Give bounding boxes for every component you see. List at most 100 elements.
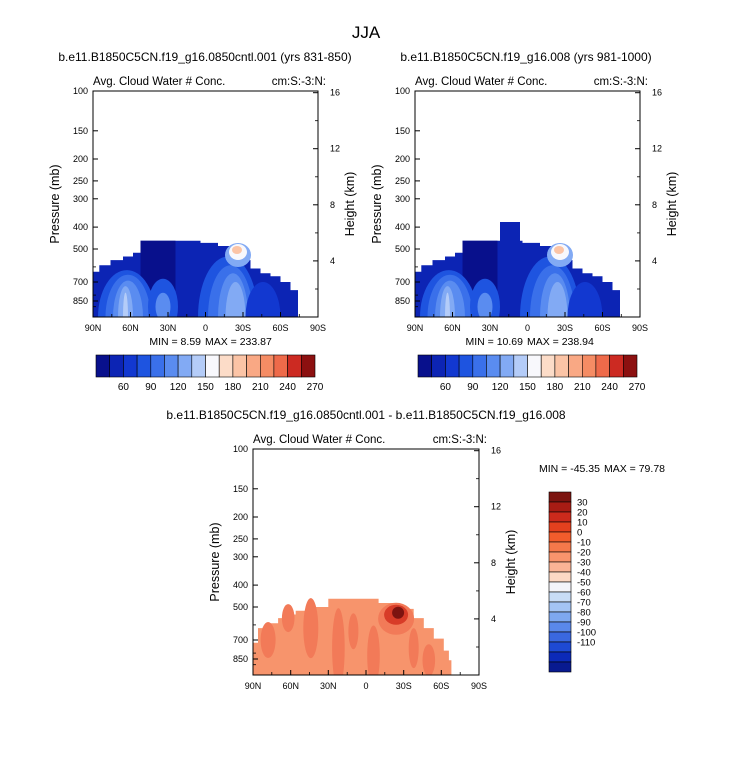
panel-subtitle-right: cm:S:-3:N:	[433, 434, 487, 446]
colorbar-label-4: 180	[225, 382, 242, 393]
y-tick-label-4: 300	[73, 194, 88, 204]
y-tick-label-7: 700	[233, 635, 248, 645]
y-tick-label-5: 400	[233, 580, 248, 590]
y-tick-label-3: 250	[233, 534, 248, 544]
x-tick-label-4: 30S	[396, 681, 412, 691]
colorbar-label-4: 180	[547, 382, 564, 393]
y-axis-title: Pressure (mb)	[208, 522, 222, 601]
contour-max-inner	[554, 246, 564, 254]
colorbar-box-12	[548, 611, 572, 623]
colorbar-label-5: 210	[574, 382, 591, 393]
colorbar-box-7	[191, 354, 206, 378]
y-tick-label-7: 700	[73, 277, 88, 287]
colorbar-label-1: 20	[577, 508, 588, 519]
x-tick-label-2: 30N	[482, 323, 499, 333]
colorbar-box-8	[527, 354, 542, 378]
colorbar-box-10	[232, 354, 247, 378]
colorbar-box-14	[287, 354, 302, 378]
panel-title: b.e11.B1850C5CN.f19_g16.008 (yrs 981-100…	[400, 50, 651, 64]
contour-patch-0	[260, 622, 276, 658]
colorbar-label-12: -90	[577, 618, 591, 629]
colorbar-box-9	[218, 354, 234, 378]
contour-band-sh-outer	[245, 282, 281, 317]
colorbar-label-1: 90	[145, 382, 157, 393]
colorbar-label-5: 210	[252, 382, 269, 393]
colorbar-label-3: 150	[197, 382, 214, 393]
colorbar-box-13	[595, 354, 610, 378]
colorbar: 60 90 120 150 180 210 240 270	[417, 354, 646, 393]
colorbar-box-3	[136, 354, 152, 378]
panel-subtitle-left: Avg. Cloud Water # Conc.	[253, 434, 385, 446]
colorbar-box-10	[548, 591, 572, 603]
x-tick-label-0: 90N	[245, 681, 262, 691]
colorbar-label-2: 120	[170, 382, 187, 393]
colorbar-label-7: 270	[629, 382, 646, 393]
x-tick-label-0: 90N	[85, 323, 102, 333]
y-tick-label-5: 400	[73, 222, 88, 232]
contour-patch-5	[367, 625, 380, 675]
colorbar-label-6: 240	[279, 382, 296, 393]
y2-tick-label-2: 8	[652, 200, 657, 210]
colorbar-label-7: -40	[577, 568, 591, 579]
colorbar-box-4	[150, 354, 165, 378]
colorbar-box-11	[548, 601, 572, 613]
colorbar-box-5	[548, 541, 572, 553]
colorbar-box-15	[548, 641, 572, 653]
contour-patch-3	[332, 608, 345, 675]
y2-tick-label-0: 16	[330, 88, 340, 98]
colorbar-label-2: 10	[577, 518, 588, 529]
max-label: MAX = 233.87	[205, 336, 272, 348]
colorbar-box-15	[300, 354, 316, 378]
y2-tick-label-0: 16	[491, 446, 501, 456]
colorbar-box-0	[95, 354, 110, 378]
colorbar-box-6	[548, 551, 572, 563]
x-tick-label-0: 90N	[407, 323, 424, 333]
x-tick-label-1: 60N	[122, 323, 139, 333]
contour-band-nh-4	[445, 292, 450, 317]
y-tick-label-2: 200	[395, 154, 410, 164]
contour-patch-6	[408, 628, 419, 669]
colorbar-box-9	[548, 581, 572, 593]
min-label: MIN = 8.59	[149, 336, 201, 348]
colorbar: 60 90 120 150 180 210 240 270	[95, 354, 324, 393]
y-tick-label-4: 300	[395, 194, 410, 204]
contour-patch-2	[303, 598, 319, 659]
y-tick-label-1: 150	[233, 484, 248, 494]
colorbar-box-1	[548, 501, 572, 513]
colorbar-box-4	[548, 531, 572, 543]
x-tick-label-2: 30N	[320, 681, 337, 691]
colorbar-box-6	[177, 354, 193, 378]
y-tick-label-3: 250	[73, 176, 88, 186]
panel-subtitle-right: cm:S:-3:N:	[594, 76, 648, 88]
y-tick-label-5: 400	[395, 222, 410, 232]
y-tick-label-0: 100	[395, 86, 410, 96]
colorbar-box-16	[548, 651, 572, 663]
colorbar-box-12	[259, 354, 275, 378]
x-tick-label-4: 30S	[235, 323, 251, 333]
panel-subtitle-left: Avg. Cloud Water # Conc.	[93, 76, 225, 88]
panel-title: b.e11.B1850C5CN.f19_g16.0850cntl.001 - b…	[166, 408, 566, 422]
colorbar-box-5	[164, 354, 179, 378]
colorbar-box-3	[548, 521, 572, 533]
y2-tick-label-3: 4	[491, 614, 496, 624]
y2-tick-label-3: 4	[652, 256, 657, 266]
contour-field	[93, 240, 298, 317]
colorbar-label-11: -80	[577, 608, 591, 619]
colorbar-label-5: -20	[577, 548, 591, 559]
y-tick-label-3: 250	[395, 176, 410, 186]
colorbar-box-0	[417, 354, 432, 378]
y2-tick-label-1: 12	[330, 144, 340, 154]
y-tick-label-8: 850	[395, 296, 410, 306]
colorbar-box-14	[609, 354, 624, 378]
colorbar-box-9	[540, 354, 556, 378]
colorbar-box-17	[548, 661, 572, 673]
contour-band-nh-secondary-inner	[155, 292, 171, 317]
y2-axis-title: Height (km)	[504, 530, 518, 595]
colorbar-label-10: -70	[577, 598, 591, 609]
colorbar-box-6	[499, 354, 515, 378]
max-label: MAX = 238.94	[527, 336, 594, 348]
y2-tick-label-1: 12	[652, 144, 662, 154]
colorbar-label-7: 270	[307, 382, 324, 393]
y-tick-label-2: 200	[73, 154, 88, 164]
